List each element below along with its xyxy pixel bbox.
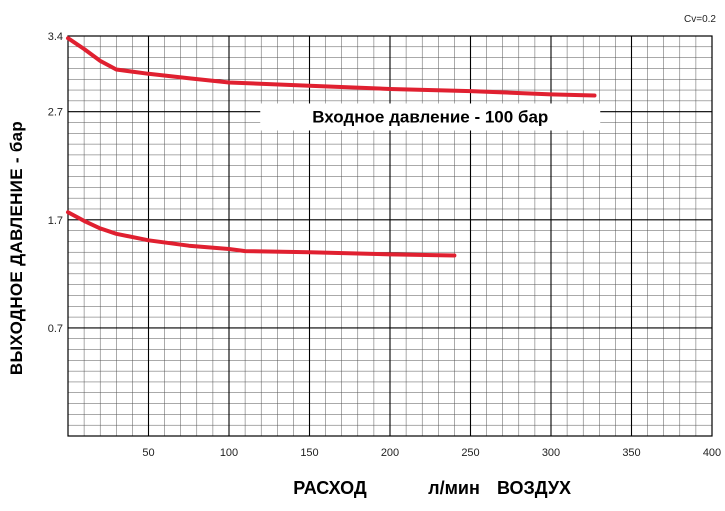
minor-gridlines [68,36,712,436]
x-tick-label: 100 [220,447,238,459]
series-group [66,36,597,258]
x-tick-label: 50 [142,447,154,459]
y-axis-label: ВЫХОДНОЕ ДАВЛЕНИЕ - бар [7,121,26,375]
x-tick-label: 350 [622,447,640,459]
x-axis-label-part-1: РАСХОД [293,478,367,498]
x-tick-label: 150 [300,447,318,459]
x-tick-label: 400 [703,447,721,459]
y-tick-label: 2.7 [48,107,63,119]
x-tick-label: 200 [381,447,399,459]
x-tick-label: 250 [461,447,479,459]
series-line-2 [66,210,457,258]
annotation-background [260,103,601,131]
cv-note: Cv=0.2 [684,14,716,25]
plot-frame [67,35,713,437]
y-tick-labels: 0.7 1.7 2.7 3.4 [48,31,63,335]
x-axis-label-part-2: л/мин [428,478,480,498]
series-line-1 [66,36,597,98]
inlet-pressure-annotation: Входное давление - 100 бар [312,107,548,126]
x-tick-label: 300 [542,447,560,459]
x-tick-labels: 50 100 150 200 250 300 350 400 [142,447,721,459]
y-tick-label: 0.7 [48,323,63,335]
y-tick-label: 3.4 [48,31,63,43]
y-tick-label: 1.7 [48,215,63,227]
x-axis-label-part-3: ВОЗДУХ [497,478,571,498]
